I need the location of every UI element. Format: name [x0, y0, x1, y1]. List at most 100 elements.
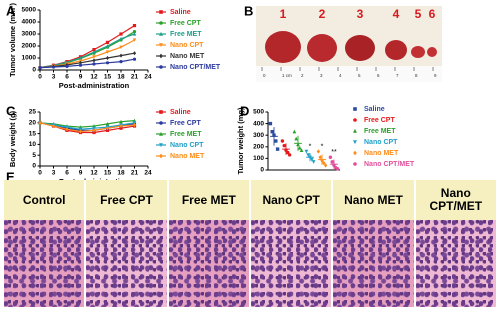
y-tick-label: 3000	[22, 31, 37, 38]
y-tick-label: 20	[29, 120, 37, 127]
marker	[119, 53, 123, 58]
legend-label: Nano MET	[170, 153, 205, 160]
x-tick-label: 12	[90, 74, 98, 81]
marker	[132, 38, 137, 42]
legend-marker	[159, 153, 163, 159]
tumor-label: 6	[429, 7, 436, 21]
x-tick-label: 18	[117, 74, 125, 81]
marker	[119, 123, 123, 129]
y-tick-label: 25	[29, 109, 37, 116]
marker	[282, 143, 286, 148]
marker	[105, 50, 110, 54]
marker	[105, 128, 110, 132]
panel-label: C	[6, 103, 16, 118]
marker	[65, 64, 69, 68]
legend-label: Free CPT	[364, 117, 395, 124]
tumor	[411, 46, 425, 58]
legend-marker	[353, 118, 357, 122]
marker	[38, 66, 42, 70]
marker	[297, 145, 302, 150]
legend-label: Saline	[170, 109, 191, 116]
y-axis-label: Tumor weight (mg)	[236, 107, 245, 174]
marker	[330, 160, 334, 164]
legend-label: Free MET	[170, 31, 202, 38]
marker	[311, 160, 316, 164]
legend-marker	[159, 143, 163, 148]
marker	[119, 126, 123, 130]
marker	[294, 136, 299, 141]
x-tick-label: 12	[90, 170, 98, 177]
marker	[65, 127, 69, 132]
x-tick-label: 21	[131, 74, 139, 81]
significance: *	[321, 143, 324, 150]
y-tick-label: 400	[253, 120, 264, 127]
histology-panel: Control Free CPT Free MET Nano CPT Nano MET N…	[4, 180, 496, 307]
tumor	[307, 34, 337, 62]
ruler-label: 7	[396, 73, 399, 78]
tumor-photo	[256, 6, 442, 82]
marker	[105, 126, 110, 131]
legend-label: Nano CPT	[364, 139, 398, 146]
marker	[335, 167, 340, 171]
marker	[119, 60, 123, 64]
y-tick-label: 5	[32, 152, 36, 159]
marker	[268, 121, 273, 126]
marker	[132, 30, 137, 34]
histology-column: Control	[4, 180, 85, 307]
panel-label: E	[6, 169, 15, 180]
x-tick-label: 24	[144, 170, 152, 177]
marker	[270, 130, 274, 134]
marker	[38, 120, 42, 125]
marker	[132, 24, 137, 28]
tumor-label: 1	[280, 7, 287, 21]
legend-label: Saline	[364, 106, 385, 113]
significance: *	[309, 143, 312, 150]
tumor-label: 3	[357, 7, 364, 21]
marker	[92, 58, 96, 63]
marker	[328, 155, 333, 159]
marker	[105, 121, 110, 126]
marker	[292, 129, 297, 134]
histology-column: Free CPT	[86, 180, 167, 307]
histology-image	[4, 220, 85, 307]
legend-marker	[353, 107, 357, 111]
legend-marker	[353, 162, 357, 166]
series-line	[39, 33, 135, 69]
marker	[132, 122, 137, 128]
ruler-label: 8	[415, 73, 418, 78]
tumor	[265, 31, 301, 63]
histology-label: Free MET	[168, 180, 249, 220]
marker	[92, 130, 96, 135]
marker	[323, 163, 328, 168]
y-tick-label: 2000	[22, 43, 37, 50]
tumor-label: 4	[393, 7, 400, 21]
y-tick-label: 15	[29, 130, 37, 137]
y-tick-label: 5000	[22, 7, 37, 14]
histology-label: Nano CPT	[250, 180, 332, 220]
ruler-label: 5	[358, 73, 361, 78]
marker	[132, 57, 137, 61]
legend-label: Free CPT	[170, 120, 201, 127]
x-tick-label: 24	[144, 74, 152, 81]
marker	[51, 123, 56, 129]
histology-label: Nano CPT/MET	[415, 180, 496, 220]
legend-label: Nano CPT/MET	[364, 161, 415, 168]
y-tick-label: 300	[253, 132, 264, 139]
ruler-label: 6	[377, 73, 380, 78]
tumor	[345, 35, 375, 61]
series-line	[39, 120, 135, 128]
marker	[318, 155, 322, 160]
marker	[274, 139, 278, 143]
x-tick-label: 0	[38, 74, 42, 81]
ruler-label: 0	[263, 73, 266, 78]
series-line	[39, 122, 135, 130]
ruler	[256, 66, 442, 82]
marker	[275, 147, 280, 151]
y-tick-label: 4000	[22, 19, 37, 26]
x-tick-label: 6	[65, 74, 69, 81]
x-tick-label: 9	[79, 170, 83, 177]
panel-label: B	[244, 3, 253, 18]
histology-image	[333, 220, 414, 307]
